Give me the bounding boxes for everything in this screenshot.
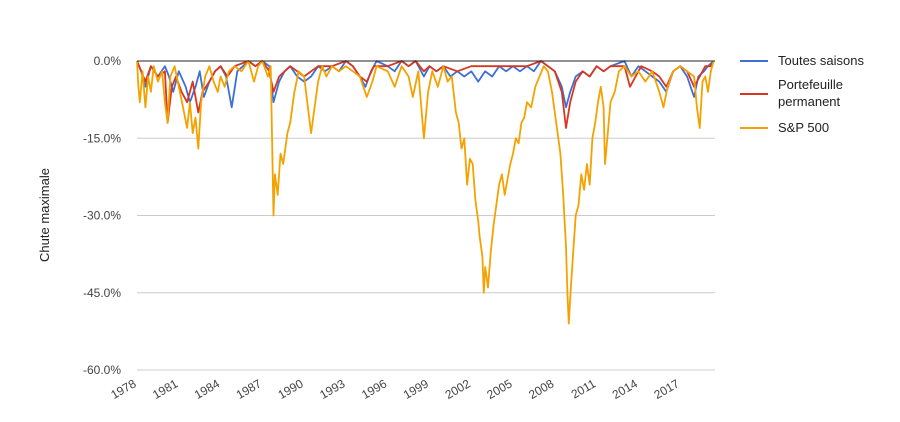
y-axis-label: Chute maximale [37, 168, 52, 262]
legend-label: Portefeuille permanent [778, 77, 843, 109]
x-tick-label: 1996 [359, 376, 389, 402]
x-tick-label: 2005 [484, 376, 514, 402]
series-line-2 [136, 60, 715, 325]
x-tick-label: 1984 [192, 376, 222, 402]
x-tick-label: 1987 [234, 376, 264, 402]
legend-item-0: Toutes saisons [740, 53, 864, 68]
y-tick-label: -45.0% [83, 286, 121, 300]
x-tick-label: 1978 [108, 376, 138, 402]
x-tick-label: 1990 [276, 376, 306, 402]
x-axis-ticks: 1978 1981 1984 1987 1990 1993 1996 1999 2002 2005… [108, 376, 682, 402]
legend-label: S&P 500 [778, 120, 829, 135]
x-tick-label: 2017 [652, 376, 682, 402]
x-tick-label: 1999 [401, 376, 431, 402]
x-tick-label: 2014 [610, 376, 640, 402]
x-tick-label: 2002 [443, 376, 473, 402]
legend: Toutes saisons Portefeuille permanent S&P 5… [740, 53, 864, 135]
x-tick-label: 2008 [526, 376, 556, 402]
grid-lines [137, 137, 715, 371]
x-tick-label: 1981 [150, 376, 180, 402]
legend-item-1: Portefeuille permanent [740, 77, 843, 109]
legend-label: Toutes saisons [778, 53, 864, 68]
y-tick-label: -60.0% [83, 363, 121, 377]
legend-item-2: S&P 500 [740, 120, 829, 135]
x-tick-label: 2011 [569, 376, 599, 401]
x-tick-label: 1993 [317, 376, 347, 402]
series-lines [136, 60, 715, 325]
y-tick-label: -15.0% [83, 131, 121, 145]
y-axis-ticks: 0.0% -15.0% -30.0% -45.0% -60.0% [83, 54, 121, 377]
y-tick-label: -30.0% [83, 209, 121, 223]
y-tick-label: 0.0% [94, 54, 122, 68]
